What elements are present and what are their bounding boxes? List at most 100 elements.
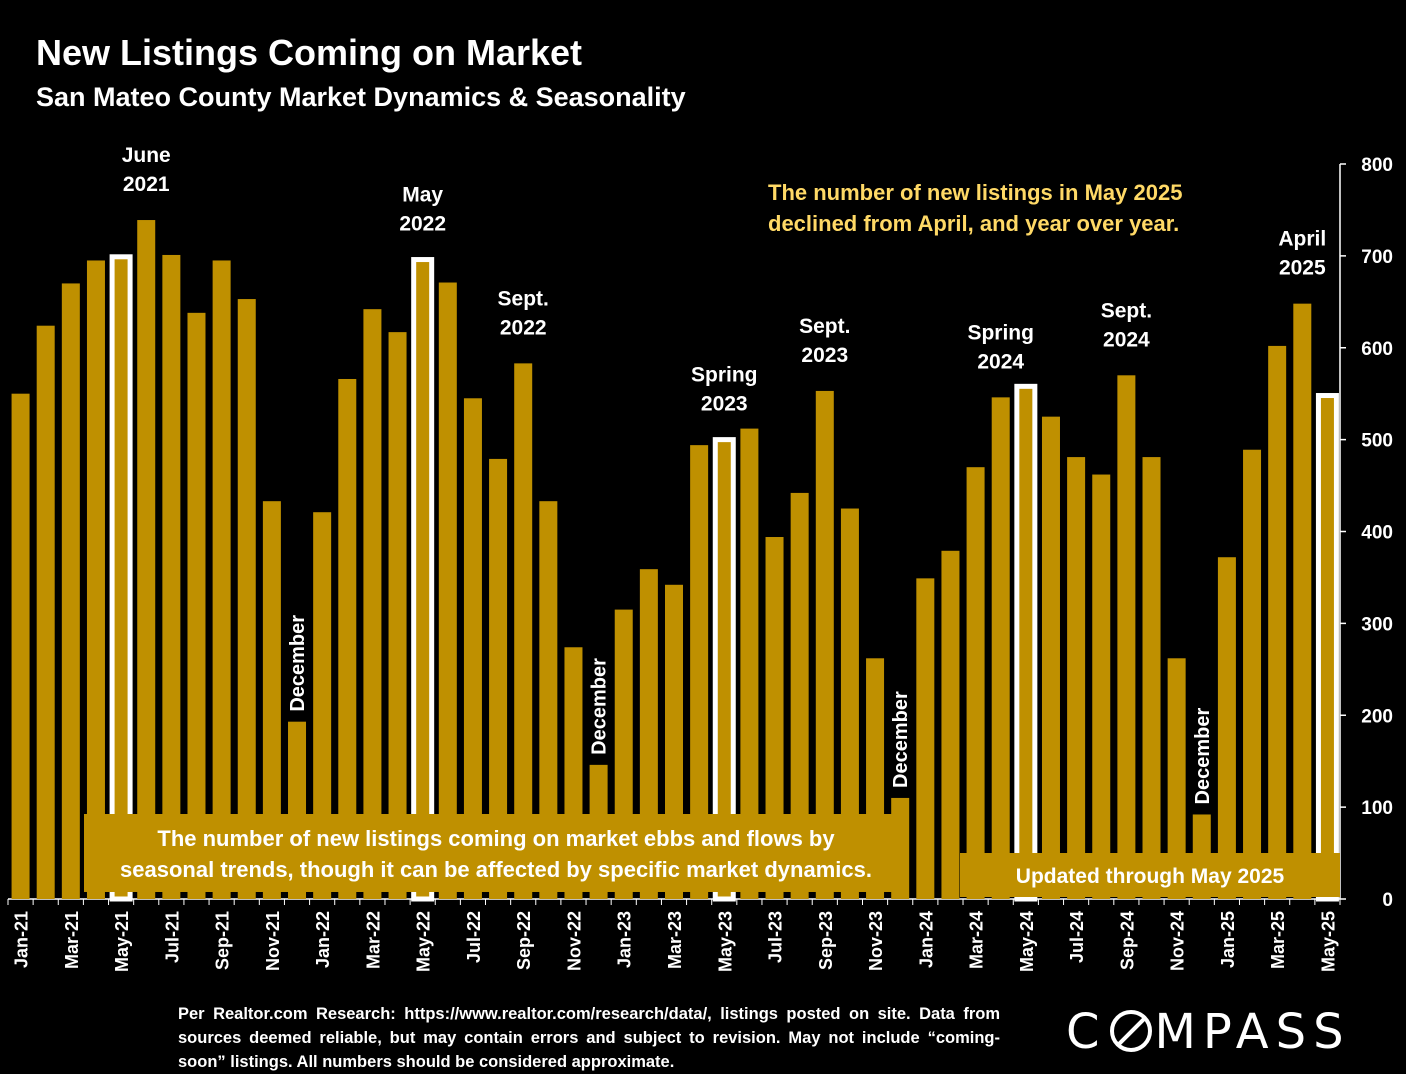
logo-text-right: MPASS — [1154, 1004, 1351, 1060]
december-label: December — [1192, 708, 1214, 805]
bar — [489, 458, 508, 899]
bar — [916, 578, 935, 899]
y-tick-label: 600 — [1361, 339, 1393, 360]
source-footnote: Per Realtor.com Research: https://www.re… — [178, 1005, 1000, 1071]
x-tick-label: Nov-24 — [1168, 911, 1188, 971]
callout-bottom-text: seasonal trends, though it can be affect… — [120, 857, 872, 882]
x-tick-label: May-25 — [1318, 911, 1338, 972]
bar — [411, 257, 435, 902]
x-tick-label: May-24 — [1017, 911, 1037, 972]
x-tick-label: May-22 — [414, 911, 434, 972]
y-tick-label: 100 — [1361, 798, 1393, 819]
x-tick-label: Nov-22 — [564, 911, 584, 971]
bar — [1142, 457, 1161, 899]
x-tick-label: May-23 — [715, 911, 735, 972]
y-tick-label: 300 — [1361, 614, 1393, 635]
peak-label: Sept. — [799, 315, 850, 338]
bar — [514, 363, 533, 899]
peak-label: 2022 — [399, 213, 446, 236]
y-tick-label: 400 — [1361, 523, 1393, 544]
bar — [109, 254, 133, 902]
bar — [1167, 658, 1186, 899]
bar — [1117, 375, 1136, 899]
x-tick-label: Mar-23 — [665, 911, 685, 969]
bar — [11, 393, 30, 899]
x-tick-label: Jul-23 — [766, 911, 786, 963]
x-tick-label: Jan-23 — [615, 911, 635, 968]
callout-bottom-text: The number of new listings coming on mar… — [157, 826, 835, 851]
compass-logo: C MPASS — [1066, 1004, 1351, 1060]
x-tick-label: Sep-24 — [1117, 911, 1137, 970]
updated-box — [960, 853, 1340, 897]
peak-label: Spring — [967, 321, 1034, 344]
bar — [790, 492, 809, 899]
x-tick-label: Mar-24 — [967, 911, 987, 969]
peak-label: Sept. — [1101, 299, 1152, 322]
compass-logo-icon — [1109, 1010, 1152, 1052]
x-tick-label: Sep-23 — [816, 911, 836, 970]
callout-top-text: declined from April, and year over year. — [768, 211, 1179, 236]
y-tick-label: 500 — [1361, 431, 1393, 452]
bar — [1014, 383, 1038, 902]
bar — [991, 397, 1010, 899]
bar — [712, 437, 736, 902]
x-tick-label: Sep-22 — [514, 911, 534, 970]
bar — [237, 299, 256, 899]
new-listings-bar-chart: 0 100 200 300 400 500 600 700 800 Jan-21 Mar-21 May… — [7, 144, 1393, 972]
y-tick-label: 800 — [1361, 155, 1393, 176]
callout-bottom-box — [84, 814, 909, 892]
y-tick-label: 200 — [1361, 706, 1393, 727]
december-label: December — [287, 615, 309, 712]
peak-label: May — [402, 184, 443, 207]
x-tick-label: Jan-21 — [12, 911, 32, 968]
bar — [1092, 474, 1111, 899]
bar — [61, 283, 80, 899]
peak-label: 2022 — [500, 316, 547, 339]
peak-label: 2025 — [1279, 257, 1326, 280]
bar — [313, 512, 332, 899]
peak-label: April — [1278, 228, 1326, 251]
bar — [1268, 345, 1287, 900]
peak-label: 2021 — [123, 173, 170, 196]
callout-top-text: The number of new listings in May 2025 — [768, 180, 1182, 205]
bar — [463, 398, 482, 899]
bar — [212, 260, 231, 899]
bar — [1217, 557, 1236, 899]
bar — [740, 428, 759, 899]
y-tick-label: 700 — [1361, 247, 1393, 268]
page-title: New Listings Coming on Market — [36, 32, 583, 73]
bar — [1243, 449, 1262, 899]
bar — [388, 332, 407, 900]
peak-label: June — [122, 144, 171, 167]
bar — [338, 378, 357, 899]
x-tick-label: Sep-21 — [213, 911, 233, 970]
bar — [1041, 416, 1060, 899]
bar — [840, 508, 859, 899]
bar — [438, 282, 457, 899]
bar — [262, 501, 281, 899]
peak-label: 2024 — [1103, 328, 1150, 351]
bar — [1293, 303, 1312, 899]
peak-label: 2023 — [801, 344, 848, 367]
x-tick-label: Nov-21 — [263, 911, 283, 971]
page-subtitle: San Mateo County Market Dynamics & Seaso… — [36, 82, 686, 112]
bar — [941, 550, 960, 899]
december-label: December — [589, 658, 611, 755]
peak-label: Sept. — [498, 287, 549, 310]
bar — [86, 260, 105, 899]
bar — [363, 309, 382, 900]
bar — [187, 312, 206, 899]
y-tick-label: 0 — [1382, 890, 1393, 911]
peak-label: 2024 — [977, 350, 1024, 373]
bar — [690, 445, 709, 899]
x-tick-label: Mar-22 — [363, 911, 383, 969]
december-label: December — [890, 691, 912, 788]
peak-label: 2023 — [701, 393, 748, 416]
bar — [36, 325, 55, 899]
x-tick-label: May-21 — [112, 911, 132, 972]
peak-label: Spring — [691, 364, 758, 387]
updated-text: Updated through May 2025 — [1016, 865, 1285, 888]
x-tick-label: Mar-25 — [1268, 911, 1288, 969]
bar — [539, 501, 558, 899]
bar — [162, 254, 181, 900]
